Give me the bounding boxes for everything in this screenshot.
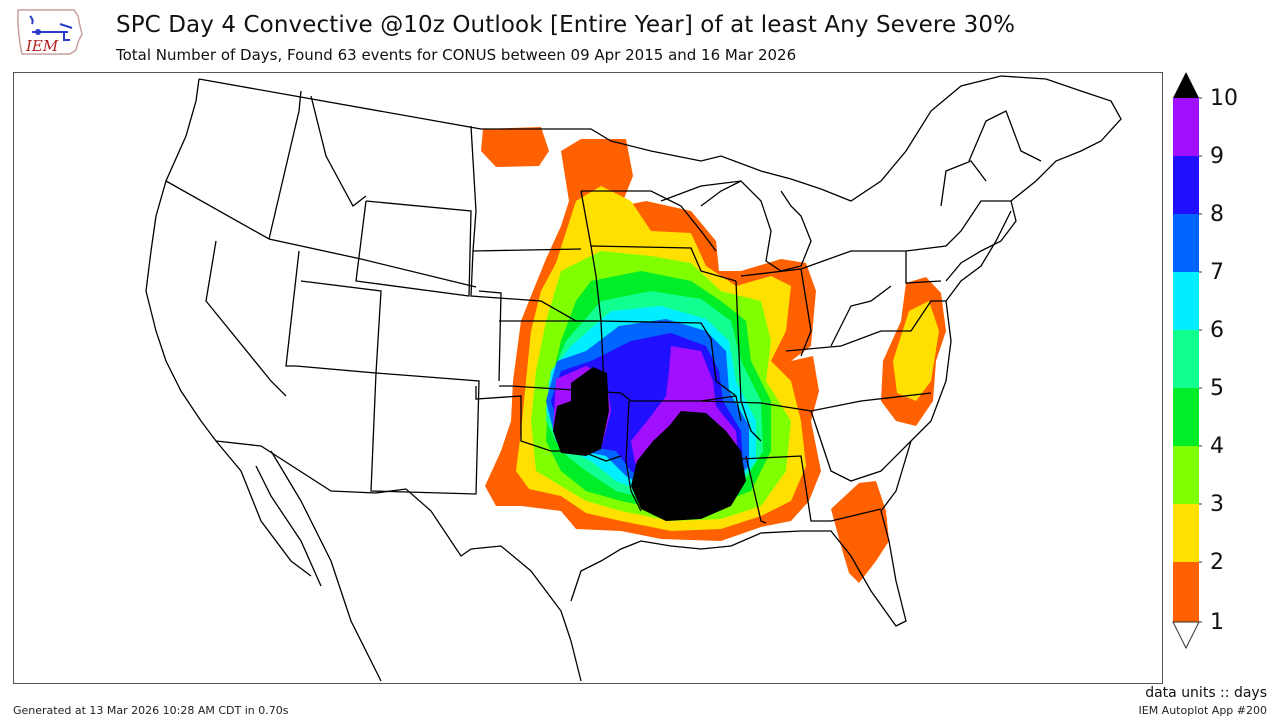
- outlook-fill-layer: [481, 127, 946, 583]
- map-panel: [13, 72, 1163, 684]
- colorbar-tick-10: 10: [1210, 86, 1238, 111]
- conus-map: [145, 75, 1122, 682]
- colorbar-tick-8: 8: [1210, 202, 1224, 227]
- chart-title: SPC Day 4 Convective @10z Outlook [Entir…: [116, 12, 1016, 38]
- colorbar-tick-3: 3: [1210, 492, 1224, 517]
- colorbar-tick-5: 5: [1210, 376, 1224, 401]
- data-units-label: data units :: days: [1145, 685, 1267, 701]
- colorbar-tick-2: 2: [1210, 550, 1224, 575]
- colorbar-over-arrow: [1173, 72, 1199, 98]
- colorbar-tick-9: 9: [1210, 144, 1224, 169]
- colorbar-tick-1: 1: [1210, 610, 1224, 635]
- colorbar-tick-7: 7: [1210, 260, 1224, 285]
- state-boundaries: [145, 75, 1122, 682]
- autoplot-app-label: IEM Autoplot App #200: [1138, 704, 1268, 717]
- colorbar-tick-4: 4: [1210, 434, 1224, 459]
- svg-text:IEM: IEM: [25, 37, 59, 55]
- chart-subtitle: Total Number of Days, Found 63 events fo…: [116, 46, 797, 64]
- colorbar-under-arrow: [1172, 621, 1200, 650]
- colorbar-tick-6: 6: [1210, 318, 1224, 343]
- generated-timestamp: Generated at 13 Mar 2026 10:28 AM CDT in…: [13, 704, 289, 717]
- iem-logo: IEM: [14, 6, 86, 58]
- colorbar: [1172, 72, 1203, 652]
